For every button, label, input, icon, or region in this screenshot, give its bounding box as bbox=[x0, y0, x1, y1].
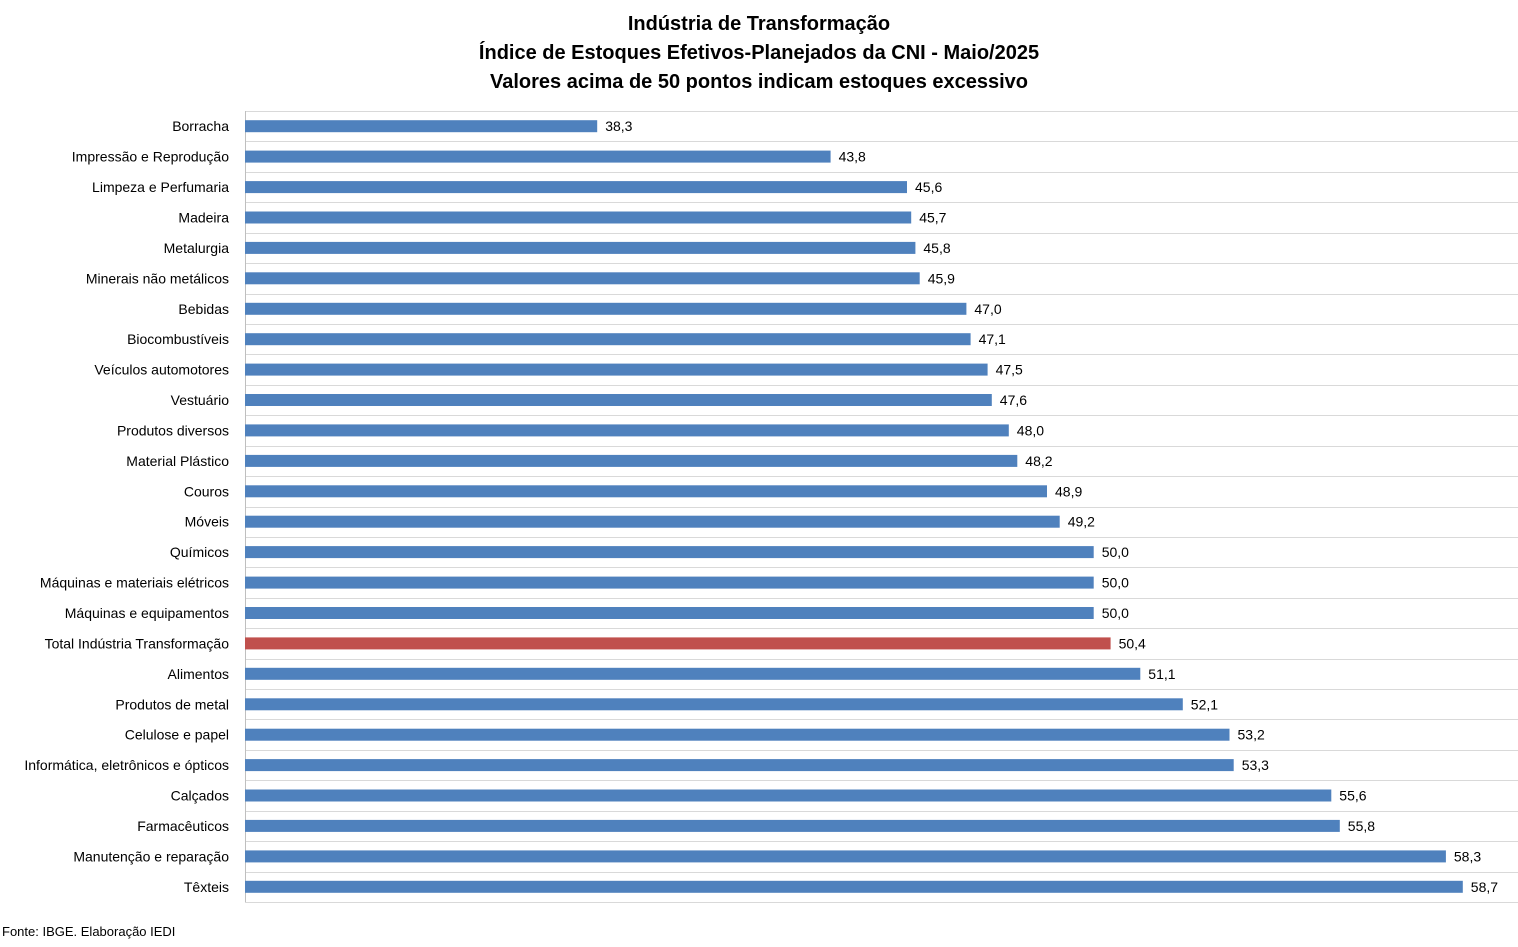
bar bbox=[245, 759, 1234, 772]
category-label: Metalurgia bbox=[164, 240, 230, 256]
category-label: Minerais não metálicos bbox=[86, 270, 229, 286]
data-label: 52,1 bbox=[1191, 696, 1218, 712]
data-label: 53,2 bbox=[1238, 727, 1265, 743]
category-label: Total Indústria Transformação bbox=[45, 635, 230, 651]
bar bbox=[245, 241, 916, 254]
data-label: 48,2 bbox=[1025, 453, 1052, 469]
chart-title: Indústria de Transformação bbox=[627, 13, 891, 35]
bar bbox=[245, 363, 988, 376]
category-label: Couros bbox=[184, 483, 229, 499]
data-label: 51,1 bbox=[1148, 666, 1175, 682]
bar bbox=[245, 607, 1094, 619]
bar bbox=[245, 211, 912, 224]
bar bbox=[245, 181, 907, 194]
data-label: 50,4 bbox=[1119, 635, 1146, 651]
source-note: Fonte: IBGE. Elaboração IEDI bbox=[2, 924, 176, 939]
bar bbox=[245, 394, 992, 406]
category-label: Farmacêuticos bbox=[137, 818, 229, 834]
data-label: 55,6 bbox=[1339, 788, 1366, 804]
bar bbox=[245, 576, 1094, 589]
bar bbox=[245, 150, 831, 163]
data-label: 45,6 bbox=[915, 179, 942, 195]
chart-subtitle-note: Valores acima de 50 pontos indicam estoq… bbox=[489, 71, 1029, 93]
category-label: Produtos diversos bbox=[117, 422, 229, 438]
data-label: 47,6 bbox=[1000, 392, 1027, 408]
data-label: 45,7 bbox=[919, 210, 946, 226]
data-label: 58,3 bbox=[1454, 848, 1481, 864]
bar bbox=[245, 424, 1009, 437]
category-label: Máquinas e materiais elétricos bbox=[40, 575, 229, 591]
data-label: 48,9 bbox=[1055, 483, 1082, 499]
data-label: 45,9 bbox=[928, 270, 955, 286]
category-label: Material Plástico bbox=[126, 453, 229, 469]
data-label: 47,1 bbox=[979, 331, 1006, 347]
category-label: Borracha bbox=[172, 118, 229, 134]
category-label: Bebidas bbox=[178, 301, 229, 317]
category-label: Têxteis bbox=[184, 879, 229, 895]
category-label: Alimentos bbox=[168, 666, 229, 682]
bar bbox=[245, 850, 1446, 863]
data-label: 45,8 bbox=[923, 240, 950, 256]
data-label: 50,0 bbox=[1102, 605, 1129, 621]
category-label: Impressão e Reprodução bbox=[72, 149, 229, 165]
data-label: 55,8 bbox=[1348, 818, 1375, 834]
data-label: 53,3 bbox=[1242, 757, 1269, 773]
data-label: 50,0 bbox=[1102, 544, 1129, 560]
bar bbox=[245, 728, 1230, 741]
bar bbox=[245, 667, 1141, 680]
category-label: Manutenção e reparação bbox=[73, 848, 229, 864]
bar bbox=[245, 454, 1018, 467]
category-label: Vestuário bbox=[171, 392, 230, 408]
data-label: 38,3 bbox=[605, 118, 632, 134]
bar bbox=[245, 515, 1060, 528]
data-label: 47,5 bbox=[996, 362, 1023, 378]
chart-subtitle: Índice de Estoques Efetivos-Planejados d… bbox=[478, 42, 1040, 64]
bar bbox=[245, 637, 1111, 650]
category-label: Químicos bbox=[170, 544, 229, 560]
category-label: Limpeza e Perfumaria bbox=[92, 179, 229, 195]
category-label: Celulose e papel bbox=[125, 727, 229, 743]
data-label: 49,2 bbox=[1068, 514, 1095, 530]
category-label: Veículos automotores bbox=[94, 362, 229, 378]
bar bbox=[245, 120, 598, 133]
data-label: 48,0 bbox=[1017, 422, 1044, 438]
category-label: Calçados bbox=[171, 788, 229, 804]
bar bbox=[245, 789, 1332, 802]
data-label: 58,7 bbox=[1471, 879, 1498, 895]
category-label: Máquinas e equipamentos bbox=[65, 605, 229, 621]
data-label: 43,8 bbox=[839, 149, 866, 165]
category-label: Produtos de metal bbox=[115, 696, 229, 712]
bar bbox=[245, 272, 920, 285]
category-label: Informática, eletrônicos e ópticos bbox=[24, 757, 229, 773]
bar bbox=[245, 698, 1183, 711]
bar bbox=[245, 333, 971, 346]
bar bbox=[245, 302, 967, 315]
bar bbox=[245, 546, 1094, 559]
bar bbox=[245, 485, 1047, 498]
data-label: 47,0 bbox=[974, 301, 1001, 317]
category-label: Móveis bbox=[185, 514, 229, 530]
category-label: Madeira bbox=[178, 210, 229, 226]
bar bbox=[245, 819, 1340, 832]
data-label: 50,0 bbox=[1102, 575, 1129, 591]
bar bbox=[245, 880, 1463, 893]
chart-title-block: Indústria de Transformação Índice de Est… bbox=[0, 10, 1518, 97]
category-label: Biocombustíveis bbox=[127, 331, 229, 347]
